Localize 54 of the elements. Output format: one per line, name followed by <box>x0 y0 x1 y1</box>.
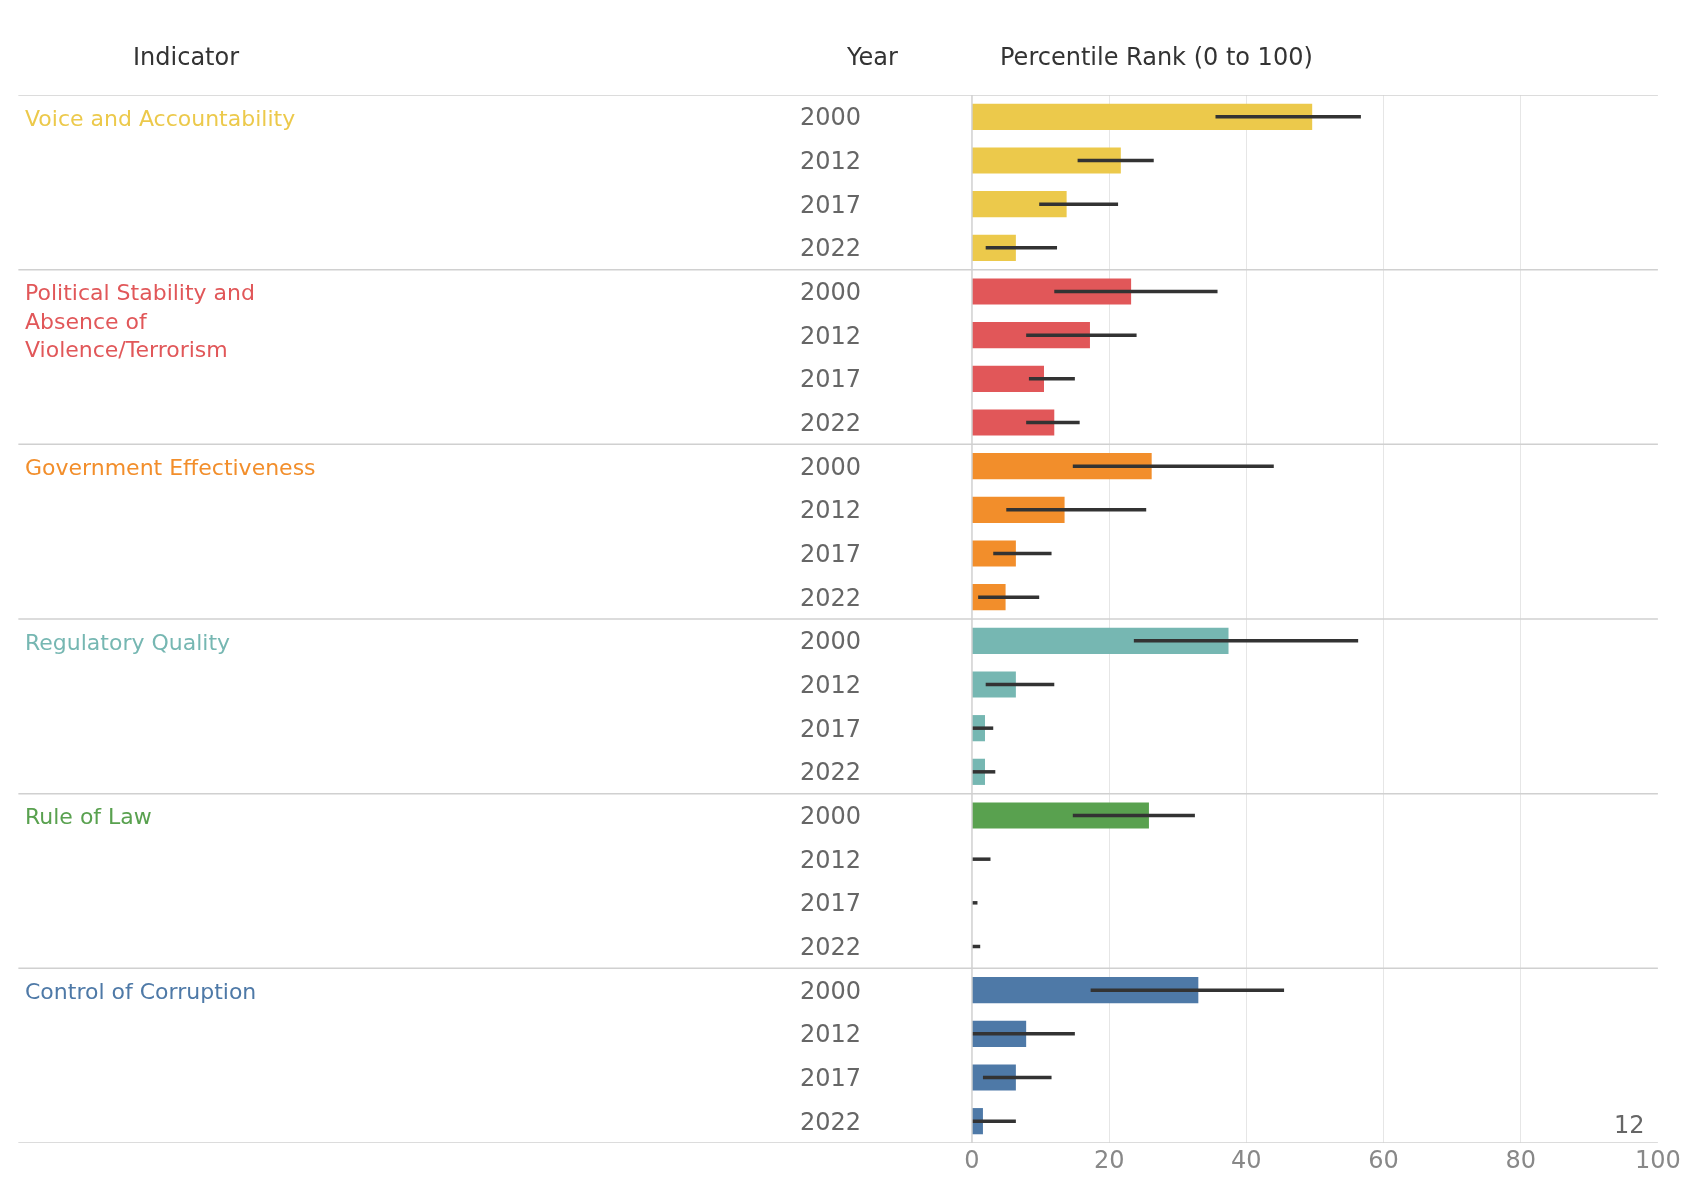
y-tick-label: 2017 <box>799 714 861 743</box>
text: Rule of Law <box>25 804 152 829</box>
bar <box>971 322 1090 349</box>
bar <box>971 365 1044 392</box>
y-tick-label: 2000 <box>799 801 861 830</box>
y-tick-label: 2012 <box>799 845 861 874</box>
text: Political Stability and Absence of Violence/Terrorism <box>25 280 255 363</box>
x-axis-title: Percentile Rank (0 to 100) <box>1000 43 1313 71</box>
text: Control of Corruption <box>25 979 257 1004</box>
y-axis-title: Year <box>846 43 898 71</box>
y-tick-label: 2012 <box>799 496 861 525</box>
x-tick-label: 40 <box>1231 1146 1262 1174</box>
y-tick-label: 2000 <box>799 976 861 1005</box>
y-tick-label: 2012 <box>799 670 861 699</box>
y-tick-label: 2022 <box>799 758 861 787</box>
text: Government Effectiveness <box>25 455 316 480</box>
y-tick-label: 2017 <box>799 1063 861 1092</box>
bar <box>971 977 1199 1004</box>
bar <box>971 147 1121 174</box>
bar <box>971 453 1152 480</box>
y-tick-label: 2012 <box>799 1020 861 1049</box>
bar <box>971 671 1016 698</box>
bar <box>971 627 1229 654</box>
y-tick-label: 2000 <box>799 103 861 132</box>
y-tick-label: 2017 <box>799 889 861 918</box>
y-tick-label: 2022 <box>799 932 861 961</box>
bar <box>971 103 1313 130</box>
bar <box>971 278 1132 305</box>
y-tick-label: 2000 <box>799 627 861 656</box>
x-tick-label: 100 <box>1635 1146 1681 1174</box>
y-tick-label: 2000 <box>799 452 861 481</box>
y-tick-label: 2022 <box>799 234 861 263</box>
bar <box>971 1064 1016 1091</box>
y-tick-label: 2000 <box>799 277 861 306</box>
bar <box>971 191 1067 218</box>
text: Voice and Accountability <box>25 106 296 131</box>
y-tick-label: 2022 <box>799 408 861 437</box>
x-tick-label: 60 <box>1368 1146 1399 1174</box>
x-tick-label: 20 <box>1093 1146 1125 1174</box>
y-tick-label: 2017 <box>799 539 861 568</box>
legend-title: Indicator <box>133 43 240 71</box>
y-tick-label: 2022 <box>799 1107 861 1136</box>
y-tick-label: 2012 <box>799 146 861 175</box>
bar <box>971 802 1149 829</box>
text: Regulatory Quality <box>25 630 231 655</box>
y-tick-label: 2017 <box>799 365 861 394</box>
y-tick-label: 2017 <box>799 190 861 219</box>
annotation: 12 <box>1614 1111 1645 1139</box>
bar <box>971 409 1055 436</box>
x-tick-label: 0 <box>964 1146 980 1174</box>
x-tick-label: 80 <box>1505 1146 1536 1174</box>
y-tick-label: 2012 <box>799 321 861 350</box>
y-tick-label: 2022 <box>799 583 861 612</box>
bar <box>971 540 1016 567</box>
